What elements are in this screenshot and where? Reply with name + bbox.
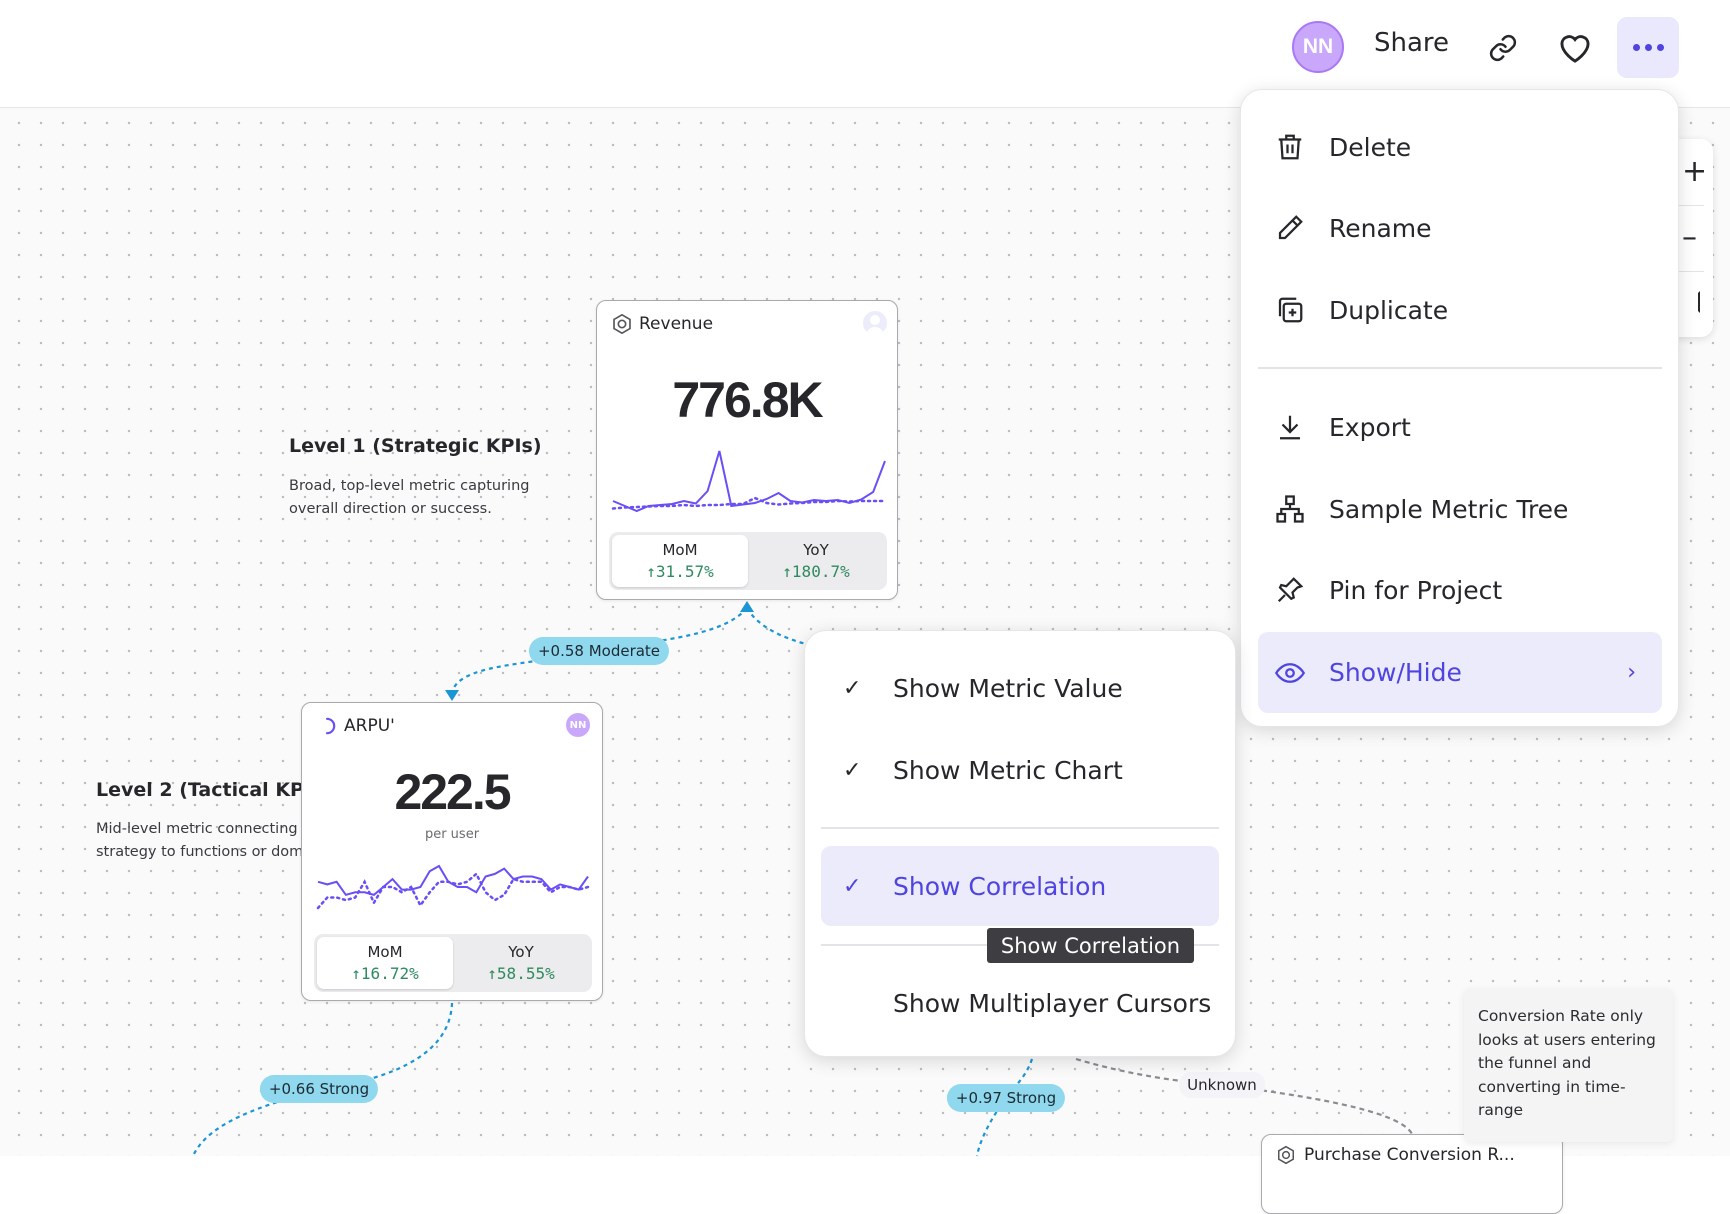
sparkline-baseline xyxy=(316,871,590,910)
level-1-title: Level 1 (Strategic KPIs) xyxy=(289,435,542,457)
menu-item-export[interactable]: Export xyxy=(1241,397,1678,457)
correlation-badge[interactable]: +0.66 Strong xyxy=(259,1075,379,1103)
user-placeholder-icon xyxy=(863,311,887,335)
annotation-note[interactable]: Conversion Rate only looks at users ente… xyxy=(1464,989,1673,1142)
submenu-item-show-correlation[interactable]: ✓ Show Correlation xyxy=(821,846,1219,926)
menu-item-sample-metric-tree[interactable]: Sample Metric Tree xyxy=(1241,479,1678,539)
metric-value: 222.5 xyxy=(394,764,511,820)
comparison-toggle[interactable]: MoM ↑16.72% YoY ↑58.55% xyxy=(314,934,592,992)
metric-sparkline xyxy=(316,864,590,910)
owner-avatar: NN xyxy=(566,713,590,737)
metric-card-arpu[interactable]: ARPU' NN 222.5 per user MoM ↑16.72% YoY ↑5… xyxy=(301,702,603,1001)
submenu-item-show-metric-value[interactable]: ✓ Show Metric Value xyxy=(843,673,1123,703)
menu-item-delete[interactable]: Delete xyxy=(1241,117,1678,177)
yoy-tab[interactable]: YoY ↑180.7% xyxy=(782,541,850,581)
level-1-description: Broad, top-level metric capturing overall… xyxy=(289,478,530,517)
eye-icon xyxy=(1271,654,1309,692)
submenu-item-show-metric-chart[interactable]: ✓ Show Metric Chart xyxy=(843,755,1123,785)
plus-icon[interactable]: + xyxy=(1682,154,1708,189)
fit-screen-icon[interactable] xyxy=(1680,291,1700,313)
sparkline-current xyxy=(317,864,589,897)
metric-unit: per user xyxy=(424,827,480,842)
more-options-button[interactable] xyxy=(1617,17,1679,78)
check-icon: ✓ xyxy=(843,757,862,783)
duplicate-icon xyxy=(1271,291,1309,329)
hexagon-icon xyxy=(611,313,633,335)
heart-icon[interactable] xyxy=(1555,28,1595,68)
correlation-badge[interactable]: +0.97 Strong xyxy=(946,1084,1066,1112)
avatar[interactable]: NN xyxy=(1292,21,1344,73)
card-title: Purchase Conversion R... xyxy=(1304,1145,1515,1165)
metric-card-revenue[interactable]: Revenue 776.8K MoM ↑31.57% YoY ↑180.7% xyxy=(596,300,898,600)
chevron-right-icon: › xyxy=(1627,660,1636,685)
hexagon-icon xyxy=(1276,1145,1296,1169)
menu-item-show-hide[interactable]: Show/Hide › xyxy=(1258,632,1662,713)
sparkline-current xyxy=(612,450,886,513)
comparison-toggle[interactable]: MoM ↑31.57% YoY ↑180.7% xyxy=(609,532,887,590)
more-horizontal-icon xyxy=(1632,44,1640,51)
card-title: Revenue xyxy=(639,314,714,334)
pin-icon xyxy=(1271,571,1309,609)
menu-item-rename[interactable]: Rename xyxy=(1241,198,1678,258)
correlation-badge[interactable]: +0.58 Moderate xyxy=(528,637,670,665)
trash-icon xyxy=(1271,128,1309,166)
loading-spinner-icon xyxy=(318,717,338,737)
level-2-title: Level 2 (Tactical KPIs) xyxy=(96,779,332,801)
share-button[interactable]: Share xyxy=(1374,28,1450,58)
link-icon[interactable] xyxy=(1483,28,1523,68)
submenu-item-show-multiplayer-cursors[interactable]: Show Multiplayer Cursors xyxy=(893,988,1212,1018)
mom-tab[interactable]: MoM ↑31.57% xyxy=(612,535,748,587)
level-2-description: Mid-level metric connecting strategy to f… xyxy=(96,821,338,860)
minus-icon[interactable]: – xyxy=(1682,220,1697,255)
menu-item-pin-for-project[interactable]: Pin for Project xyxy=(1241,560,1678,620)
card-title: ARPU' xyxy=(344,716,395,736)
mom-tab[interactable]: MoM ↑16.72% xyxy=(317,937,453,989)
metric-value: 776.8K xyxy=(672,372,823,428)
yoy-tab[interactable]: YoY ↑58.55% xyxy=(487,943,555,983)
tooltip: Show Correlation xyxy=(987,928,1194,963)
download-icon xyxy=(1271,408,1309,446)
correlation-badge-unknown[interactable]: Unknown xyxy=(1179,1072,1265,1098)
metric-card-purchase-conversion[interactable]: Purchase Conversion R... xyxy=(1261,1134,1563,1214)
check-icon: ✓ xyxy=(843,675,862,701)
metric-sparkline xyxy=(611,450,887,513)
connection-097 xyxy=(975,1058,1034,1157)
show-hide-submenu: ✓ Show Metric Value ✓ Show Metric Chart ✓ S… xyxy=(804,630,1236,1057)
hierarchy-icon xyxy=(1271,490,1309,528)
pencil-icon xyxy=(1271,209,1309,247)
options-menu: Delete Rename Duplicate Export Sample Me… xyxy=(1240,89,1679,727)
arrow-up-marker xyxy=(740,601,754,612)
connection-revenue-right xyxy=(746,607,811,647)
top-bar: NN Share xyxy=(0,0,1730,108)
arrow-down-marker xyxy=(445,690,459,701)
menu-item-duplicate[interactable]: Duplicate xyxy=(1241,280,1678,340)
check-icon: ✓ xyxy=(843,873,862,899)
